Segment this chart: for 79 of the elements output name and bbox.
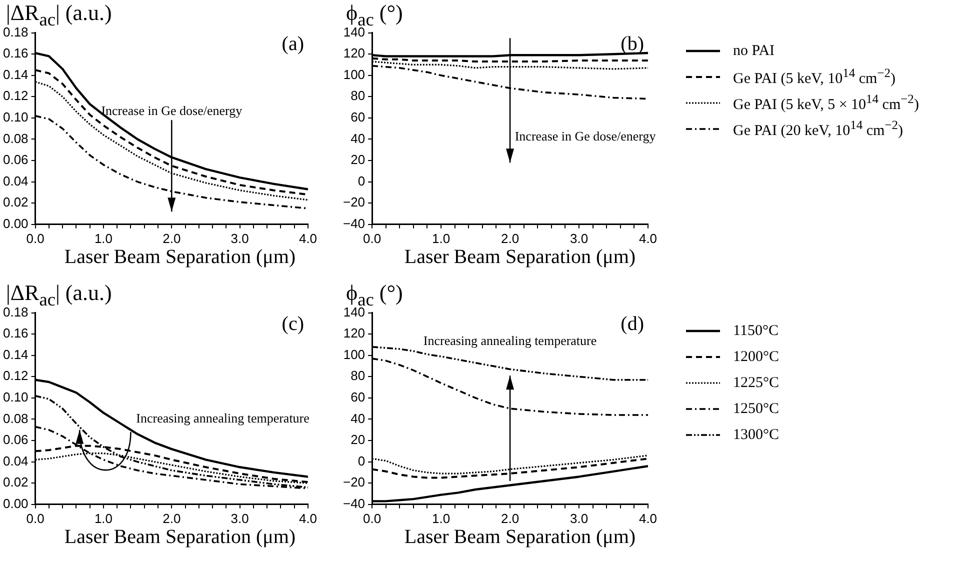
- x-axis-title: Laser Beam Separation (μm): [63, 246, 297, 269]
- legend-label: 1225°C: [733, 374, 780, 392]
- y-tick-label: 20: [350, 152, 366, 168]
- y-tick-label: 0.04: [2, 173, 28, 188]
- y-tick-label: 0.08: [2, 410, 28, 426]
- y-tick-label: 40: [350, 130, 366, 146]
- legend-label: 1200°C: [733, 348, 780, 366]
- legend-label: Ge PAI (5 keV, 5 × 10$^{14}$ cm$^{−2}$): [733, 92, 919, 114]
- x-tick-label: 3.0: [570, 230, 588, 246]
- legend-label: no PAI: [733, 42, 775, 60]
- x-axis-title: Laser Beam Separation (μm): [403, 246, 637, 269]
- y-tick-label: 0.10: [2, 110, 28, 125]
- y-tick-label: −40: [342, 496, 366, 511]
- y-tick-label: 0.02: [2, 194, 28, 210]
- x-tick-label: 1.0: [432, 510, 450, 526]
- y-tick-label: 0.16: [2, 326, 28, 341]
- y-tick-label: 0.14: [2, 66, 28, 82]
- y-tick-label: 100: [343, 346, 366, 362]
- legend-label: 1250°C: [733, 400, 780, 418]
- x-tick-label: 1.0: [94, 510, 113, 526]
- y-tick-label: 0.04: [2, 453, 28, 468]
- x-tick-label: 0.0: [26, 510, 44, 526]
- x-tick-label: 4.0: [298, 510, 318, 526]
- legend-label: 1150°C: [733, 322, 778, 340]
- chart-title: (d): [620, 313, 644, 336]
- y-tick-label: 0: [358, 173, 366, 188]
- y-tick-label: 0.18: [2, 304, 28, 320]
- y-tick-label: 40: [350, 410, 366, 426]
- y-tick-label: 60: [350, 110, 366, 125]
- y-tick-label: 0.08: [2, 130, 28, 146]
- x-axis-title: Laser Beam Separation (μm): [403, 526, 637, 549]
- legend-label: Ge PAI (20 keV, 10$^{14}$ cm$^{−2}$): [733, 118, 903, 140]
- chart-title: (c): [282, 313, 304, 336]
- y-tick-label: 0.18: [2, 24, 28, 40]
- x-tick-label: 0.0: [26, 230, 44, 246]
- y-tick-label: −40: [342, 216, 366, 231]
- x-tick-label: 0.0: [363, 230, 382, 246]
- y-tick-label: 0.06: [2, 432, 28, 448]
- legend-label: Ge PAI (5 keV, 10$^{14}$ cm$^{−2}$): [733, 66, 896, 88]
- y-tick-label: 0.00: [2, 216, 28, 231]
- y-tick-label: 0.00: [2, 496, 28, 511]
- x-tick-label: 3.0: [570, 510, 588, 526]
- y-tick-label: 0.16: [2, 46, 28, 61]
- y-tick-label: 80: [350, 88, 366, 104]
- x-tick-label: 2.0: [162, 510, 181, 526]
- x-tick-label: 2.0: [162, 230, 181, 246]
- y-tick-label: 120: [343, 326, 366, 341]
- y-tick-label: 0.12: [2, 368, 28, 384]
- y-tick-label: 0.02: [2, 474, 28, 490]
- y-tick-label: 80: [350, 368, 366, 384]
- y-tick-label: 0.12: [2, 88, 28, 104]
- y-tick-label: −20: [342, 474, 366, 490]
- x-tick-label: 2.0: [500, 510, 520, 526]
- x-tick-label: 4.0: [298, 230, 318, 246]
- annotation: Increase in Ge dose/energy: [101, 102, 243, 118]
- x-tick-label: 1.0: [94, 230, 113, 246]
- y-tick-label: 0.10: [2, 390, 28, 405]
- y-tick-label: 120: [343, 46, 366, 61]
- y-tick-label: 0: [358, 453, 366, 468]
- x-tick-label: 4.0: [638, 230, 658, 246]
- x-tick-label: 3.0: [230, 510, 249, 526]
- y-tick-label: 60: [350, 390, 366, 405]
- annotation: Increase in Ge dose/energy: [514, 128, 656, 144]
- y-tick-label: −20: [342, 194, 366, 210]
- x-tick-label: 2.0: [500, 230, 520, 246]
- x-axis-title: Laser Beam Separation (μm): [63, 526, 297, 549]
- chart-title: (b): [620, 33, 644, 56]
- x-tick-label: 0.0: [363, 510, 382, 526]
- y-tick-label: 0.14: [2, 346, 28, 362]
- y-tick-label: 20: [350, 432, 366, 448]
- y-tick-label: 0.06: [2, 152, 28, 168]
- annotation: Increasing annealing temperature: [136, 410, 310, 426]
- x-tick-label: 3.0: [230, 230, 249, 246]
- legend-label: 1300°C: [733, 426, 780, 444]
- x-tick-label: 1.0: [432, 230, 450, 246]
- annotation: Increasing annealing temperature: [423, 332, 597, 348]
- y-tick-label: 100: [343, 66, 366, 82]
- chart-title: (a): [282, 33, 304, 56]
- x-tick-label: 4.0: [638, 510, 658, 526]
